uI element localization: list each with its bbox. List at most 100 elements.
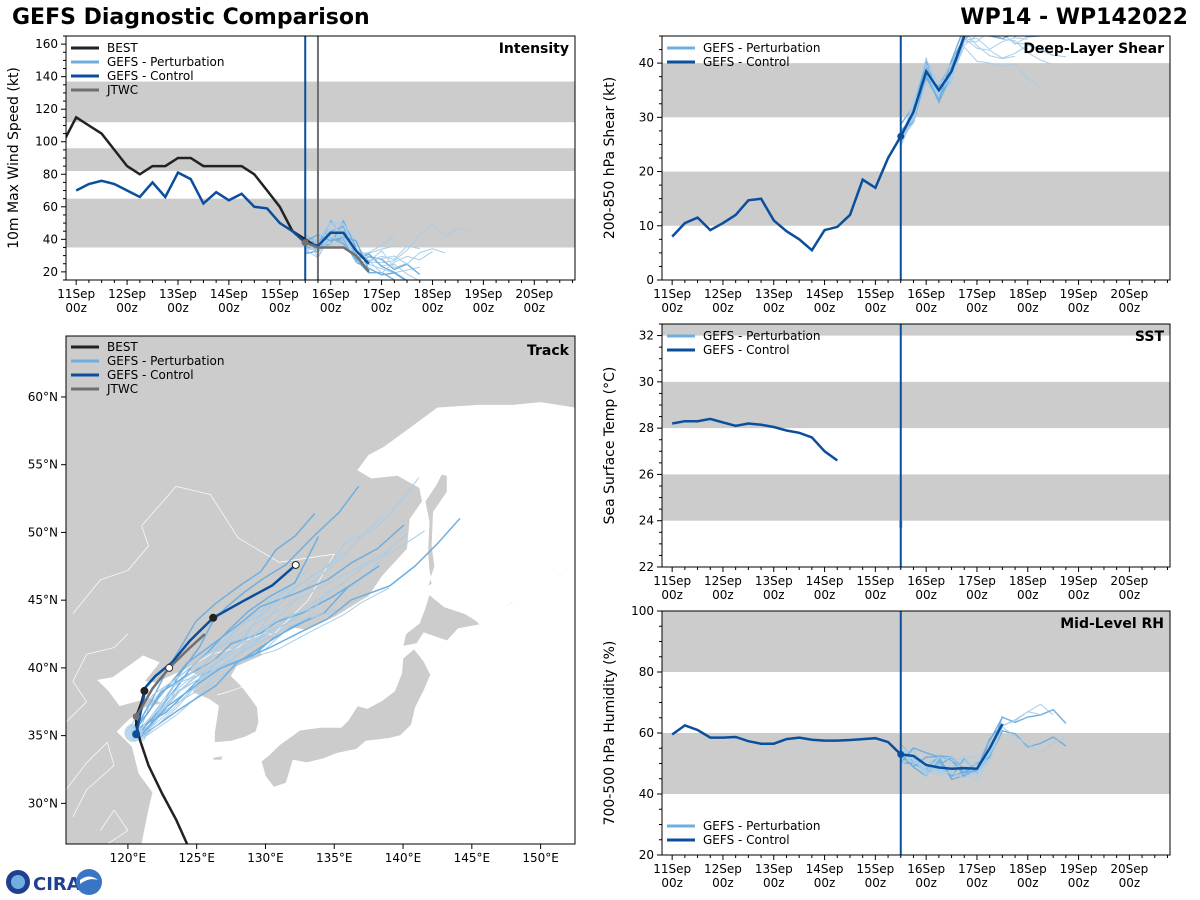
shear-xtick-hour: 00z bbox=[712, 301, 734, 315]
sst-xtick-hour: 00z bbox=[1068, 588, 1090, 602]
sst-xtick-hour: 00z bbox=[712, 588, 734, 602]
sst-xtick-hour: 00z bbox=[661, 588, 683, 602]
shear-perturbation-line bbox=[900, 36, 1041, 138]
shear-xtick-hour: 00z bbox=[1017, 301, 1039, 315]
cira-logo: CIRA bbox=[6, 869, 102, 895]
track-map bbox=[66, 336, 575, 844]
sst-xtick-day: 19Sep bbox=[1060, 574, 1098, 588]
track-perturbation-line bbox=[137, 587, 390, 735]
intensity-series-jtwc bbox=[304, 241, 370, 273]
sst-ytick-label: 24 bbox=[639, 514, 654, 528]
sst-xtick-hour: 00z bbox=[763, 588, 785, 602]
track-axes-frame bbox=[65, 335, 576, 845]
shear-xtick-day: 19Sep bbox=[1060, 287, 1098, 301]
rh-ylabel: 700-500 hPa Humidity (%) bbox=[602, 641, 618, 826]
shear-xtick-hour: 00z bbox=[661, 301, 683, 315]
track-ytick-label: 45°N bbox=[28, 593, 58, 607]
rh-series-gefs-control bbox=[671, 723, 1004, 770]
rh-xtick-day: 12Sep bbox=[704, 862, 742, 876]
track-panel-title: Track bbox=[527, 343, 570, 359]
sst-xtick-hour: 00z bbox=[1119, 588, 1141, 602]
track-perturbation-line bbox=[143, 587, 332, 741]
intensity-band-2 bbox=[66, 81, 575, 123]
intensity-xtick-hour: 00z bbox=[371, 301, 393, 315]
track-best-marker bbox=[140, 686, 149, 695]
intensity-xtick-day: 11Sep bbox=[57, 287, 95, 301]
shear-xtick-hour: 00z bbox=[915, 301, 937, 315]
track-perturbation-line bbox=[139, 485, 360, 740]
legend-label-track: BEST bbox=[107, 340, 138, 354]
sst-band-1 bbox=[662, 381, 1170, 429]
rh-xtick-day: 18Sep bbox=[1009, 862, 1047, 876]
track-perturbation-line bbox=[131, 530, 425, 742]
rh-ytick-label: 20 bbox=[639, 848, 654, 862]
intensity-ytick-label: 80 bbox=[43, 167, 58, 181]
figure-title: GEFS Diagnostic Comparison bbox=[12, 5, 370, 30]
sst-ytick-label: 32 bbox=[639, 329, 654, 343]
rh-xtick-hour: 00z bbox=[763, 876, 785, 890]
rh-ytick-label: 60 bbox=[639, 726, 654, 740]
storm-id-title: WP14 - WP142022 bbox=[960, 5, 1188, 30]
rh-xtick-day: 11Sep bbox=[653, 862, 691, 876]
intensity-xtick-hour: 00z bbox=[320, 301, 342, 315]
shear-ytick-label: 20 bbox=[639, 165, 654, 179]
legend-label-intensity: GEFS - Control bbox=[107, 69, 194, 83]
rh-xtick-hour: 00z bbox=[1068, 876, 1090, 890]
intensity-panel-title: Intensity bbox=[499, 41, 569, 57]
shear-xtick-hour: 00z bbox=[814, 301, 836, 315]
rh-xtick-day: 16Sep bbox=[907, 862, 945, 876]
sst-ytick-label: 28 bbox=[639, 421, 654, 435]
track-perturbation-line bbox=[137, 567, 311, 737]
sst-ylabel: Sea Surface Temp (°C) bbox=[602, 367, 618, 525]
shear-perturbation-line bbox=[900, 63, 952, 141]
track-perturbation-line bbox=[140, 516, 384, 743]
legend-label-intensity: JTWC bbox=[106, 83, 138, 97]
intensity-xtick-hour: 00z bbox=[473, 301, 495, 315]
intensity-perturbation-line bbox=[305, 221, 433, 274]
shear-xtick-hour: 00z bbox=[966, 301, 988, 315]
rh-xtick-hour: 00z bbox=[915, 876, 937, 890]
intensity-xtick-day: 13Sep bbox=[159, 287, 197, 301]
intensity-perturbation-line bbox=[305, 221, 420, 274]
rh-xtick-hour: 00z bbox=[1017, 876, 1039, 890]
rh-perturbation-line bbox=[900, 711, 1041, 779]
legend-label-track: GEFS - Control bbox=[107, 368, 194, 382]
sst-xtick-day: 14Sep bbox=[806, 574, 844, 588]
sst-ytick-label: 30 bbox=[639, 375, 654, 389]
sst-xtick-hour: 00z bbox=[915, 588, 937, 602]
sst-ytick-label: 26 bbox=[639, 467, 654, 481]
legend-label-sst: GEFS - Perturbation bbox=[703, 329, 820, 343]
sst-band-0 bbox=[662, 474, 1170, 521]
track-xtick-label: 125°E bbox=[178, 851, 215, 865]
sst-xtick-hour: 00z bbox=[1017, 588, 1039, 602]
shear-xtick-day: 13Sep bbox=[755, 287, 793, 301]
sst-panel-title: SST bbox=[1135, 329, 1165, 345]
border-line bbox=[72, 486, 335, 636]
sakhalin bbox=[424, 473, 448, 588]
shear-perturbation-line bbox=[900, 37, 1028, 139]
rh-xtick-hour: 00z bbox=[865, 876, 887, 890]
intensity-xtick-hour: 00z bbox=[523, 301, 545, 315]
rh-band-1 bbox=[662, 611, 1170, 672]
track-control-marker bbox=[209, 613, 218, 622]
sst-ytick-label: 22 bbox=[639, 560, 654, 574]
sst-xtick-day: 16Sep bbox=[907, 574, 945, 588]
intensity-xtick-day: 12Sep bbox=[108, 287, 146, 301]
logo-bird-icon bbox=[76, 869, 102, 895]
rh-xtick-day: 14Sep bbox=[806, 862, 844, 876]
intensity-band-1 bbox=[66, 148, 575, 172]
sst-xtick-day: 17Sep bbox=[958, 574, 996, 588]
rh-xtick-day: 17Sep bbox=[958, 862, 996, 876]
legend-label-track: JTWC bbox=[106, 382, 138, 396]
shear-ylabel: 200-850 hPa Shear (kt) bbox=[602, 77, 618, 239]
intensity-xtick-hour: 00z bbox=[422, 301, 444, 315]
legend-label-shear: GEFS - Perturbation bbox=[703, 41, 820, 55]
intensity-xtick-day: 15Sep bbox=[261, 287, 299, 301]
track-xtick-label: 135°E bbox=[316, 851, 353, 865]
track-xtick-label: 120°E bbox=[110, 851, 147, 865]
shear-band-0 bbox=[662, 171, 1170, 226]
shear-xtick-day: 12Sep bbox=[704, 287, 742, 301]
sst-xtick-hour: 00z bbox=[865, 588, 887, 602]
shear-ytick-label: 10 bbox=[639, 219, 654, 233]
